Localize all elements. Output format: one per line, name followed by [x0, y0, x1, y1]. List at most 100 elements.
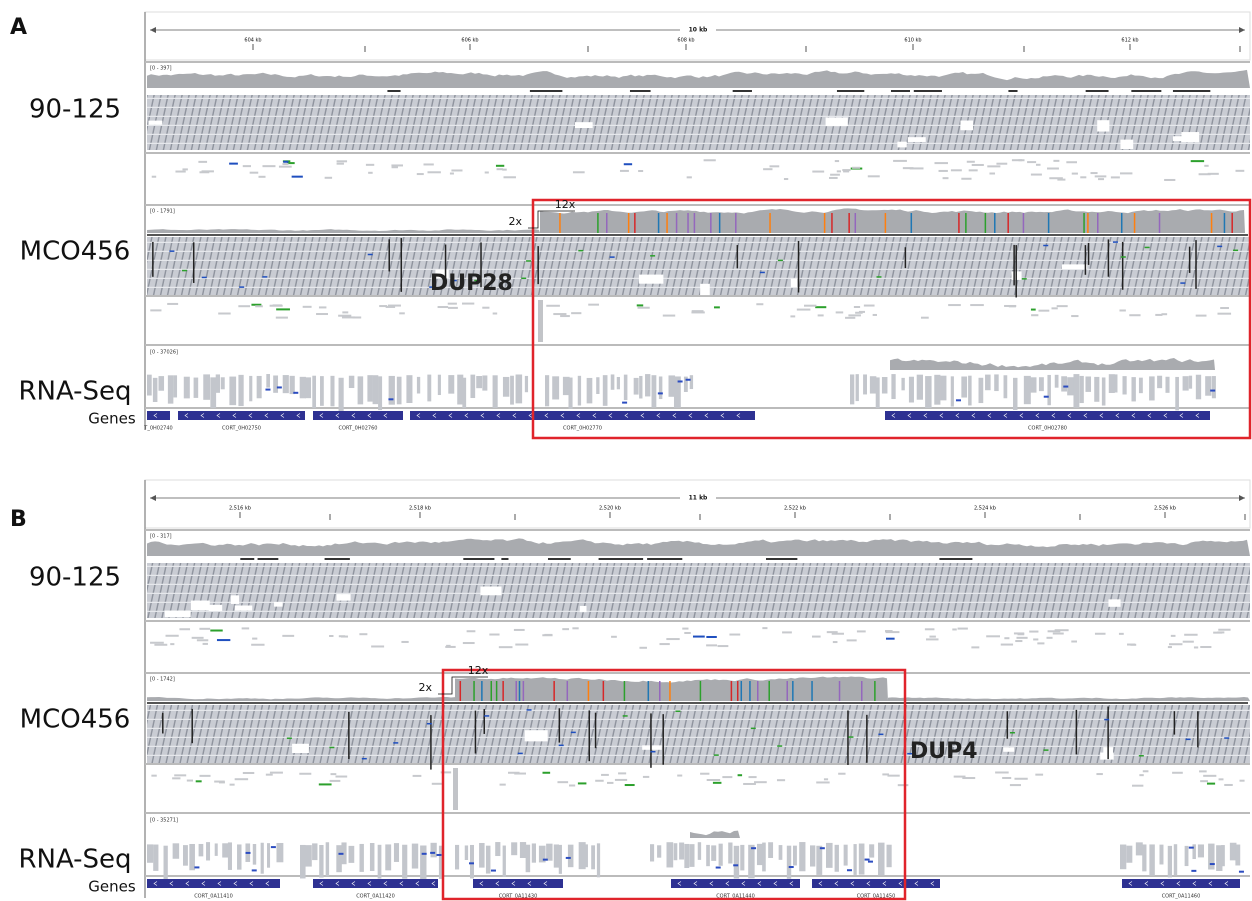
- variant-bar: [523, 681, 525, 701]
- rna-read: [1174, 844, 1177, 875]
- soft-read: [816, 781, 829, 783]
- soft-read: [852, 167, 860, 169]
- soft-read: [693, 636, 705, 638]
- rna-mismatch: [1189, 847, 1194, 849]
- rna-read: [495, 842, 500, 856]
- soft-read: [553, 313, 566, 315]
- variant-bar: [687, 213, 689, 233]
- mismatch-column: [798, 241, 800, 293]
- soft-read: [637, 304, 643, 306]
- soft-read: [1169, 643, 1182, 645]
- soft-read: [910, 167, 924, 169]
- mismatch: [1043, 749, 1048, 751]
- rna-read: [516, 374, 523, 403]
- soft-read: [1172, 772, 1183, 774]
- soft-read: [1009, 305, 1016, 307]
- soft-read: [467, 630, 476, 632]
- gene: [1122, 879, 1240, 888]
- soft-read: [316, 313, 328, 315]
- soft-read: [1004, 637, 1009, 639]
- soft-read: [199, 628, 210, 630]
- rna-read: [816, 846, 822, 875]
- soft-read: [154, 644, 167, 646]
- soft-read: [569, 784, 575, 786]
- mismatch-column: [1088, 243, 1090, 265]
- mismatch: [362, 758, 367, 760]
- rna-read: [1149, 376, 1155, 400]
- variant-bar: [624, 681, 626, 701]
- ruler-tick-label: 608 kb: [677, 38, 694, 44]
- soft-read: [854, 306, 860, 308]
- rna-read: [844, 845, 848, 866]
- soft-read: [179, 628, 190, 630]
- soft-read: [830, 174, 840, 176]
- soft-read: [342, 311, 348, 313]
- rna-read: [448, 375, 454, 394]
- body: {"panels": [ {"label": "A", "ruler": {"s…: [0, 0, 1252, 901]
- rna-read: [511, 842, 517, 855]
- gene: [885, 411, 1210, 420]
- soft-read: [1213, 632, 1222, 634]
- soft-read: [229, 163, 238, 165]
- variant-bar: [502, 681, 504, 701]
- soft-read: [493, 312, 498, 314]
- track-name: MCO456: [20, 237, 131, 267]
- soft-read: [1071, 641, 1077, 643]
- read-gap: [480, 587, 501, 596]
- soft-read: [438, 306, 449, 308]
- rna-read: [397, 377, 402, 405]
- soft-read: [341, 636, 348, 638]
- soft-read: [815, 306, 826, 308]
- soft-read: [921, 317, 929, 319]
- soft-read: [252, 638, 257, 640]
- soft-read: [886, 638, 895, 640]
- track-range: [0 - 317]: [150, 534, 172, 540]
- mismatch: [571, 732, 576, 734]
- rna-read: [147, 375, 152, 396]
- soft-read: [643, 776, 649, 778]
- rna-mismatch: [436, 854, 441, 856]
- rna-read: [319, 845, 323, 878]
- mismatch-column: [650, 713, 652, 767]
- read-gap: [148, 121, 162, 125]
- rna-read: [378, 845, 382, 879]
- soft-read: [578, 782, 587, 784]
- rna-read: [520, 842, 526, 858]
- rna-read: [465, 845, 468, 860]
- read-gap: [1097, 120, 1109, 131]
- mismatch: [1113, 241, 1118, 243]
- rna-mismatch: [716, 867, 721, 869]
- mismatch: [202, 277, 207, 279]
- mismatch-column: [388, 239, 390, 271]
- soft-read: [319, 306, 326, 308]
- soft-read: [174, 774, 186, 776]
- read-gap: [960, 121, 973, 131]
- mismatch-column: [1108, 239, 1110, 276]
- rna-read: [706, 845, 710, 866]
- soft-read: [782, 631, 792, 633]
- rna-mismatch: [622, 402, 627, 404]
- rna-read: [159, 376, 165, 391]
- mismatch-column: [401, 238, 403, 292]
- variant-bar: [515, 681, 517, 701]
- variant-bar: [861, 681, 863, 701]
- rna-read: [1114, 374, 1117, 392]
- rna-read: [1189, 376, 1192, 389]
- feature-dash: [240, 558, 254, 560]
- rna-mismatch: [865, 859, 870, 861]
- variant-bar: [1048, 213, 1050, 233]
- soft-read: [338, 315, 351, 317]
- mismatch-column: [475, 711, 477, 754]
- soft-read: [1207, 783, 1215, 785]
- read-gap: [1108, 599, 1120, 606]
- mismatch-column: [1122, 242, 1124, 290]
- rna-read: [546, 844, 552, 861]
- variant-bar: [606, 213, 608, 233]
- soft-read: [1002, 777, 1011, 779]
- variant-bar: [659, 681, 661, 701]
- soft-read: [1130, 644, 1136, 646]
- low-coverage: 2x: [418, 681, 432, 694]
- soft-read: [1098, 178, 1104, 180]
- rna-read: [909, 377, 914, 403]
- read-pileup: [147, 563, 1250, 618]
